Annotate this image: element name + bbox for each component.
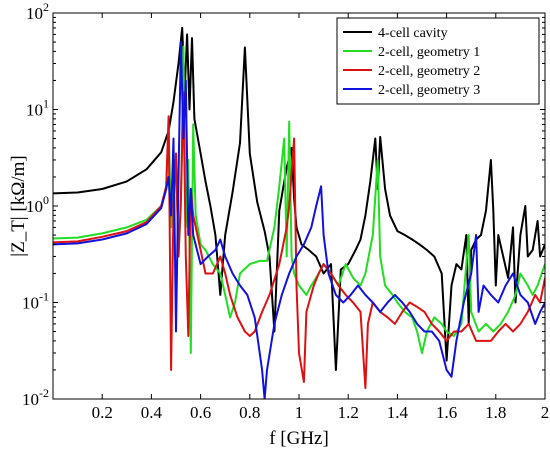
x-tick-label: 1.4 <box>387 403 409 422</box>
x-tick-label: 0.2 <box>92 403 113 422</box>
y-tick-label: 101 <box>26 97 49 120</box>
x-tick-label: 0.4 <box>141 403 163 422</box>
x-axis-label: f [GHz] <box>269 428 329 449</box>
x-tick-label: 1.8 <box>485 403 506 422</box>
x-tick-label: 1 <box>295 403 304 422</box>
legend-label-4: 2-cell, geometry 3 <box>378 83 480 98</box>
x-tick-label: 0.8 <box>239 403 260 422</box>
legend: 4-cell cavity 2-cell, geometry 1 2-cell, g… <box>336 17 540 105</box>
y-tick-label: 10-2 <box>22 386 49 409</box>
legend-label-2: 2-cell, geometry 1 <box>378 45 480 60</box>
x-tick-label: 2 <box>541 403 550 422</box>
series-line-4 <box>53 41 545 399</box>
x-tick-label: 0.6 <box>190 403 211 422</box>
series-line-1 <box>53 26 545 371</box>
y-tick-label: 102 <box>26 0 49 23</box>
y-axis-label: |Z_T| [kΩ/m] <box>8 155 29 256</box>
y-tick-label: 10-1 <box>22 290 49 313</box>
legend-label-1: 4-cell cavity <box>378 26 448 41</box>
x-tick-label: 1.2 <box>338 403 359 422</box>
x-tick-label: 1.6 <box>436 403 457 422</box>
series-line-3 <box>53 91 545 389</box>
y-tick-label: 100 <box>26 193 49 216</box>
series-layer <box>53 26 545 399</box>
legend-label-3: 2-cell, geometry 2 <box>378 64 480 79</box>
tick-layer: 0.2 0.4 0.6 0.8 1 1.2 1.4 1.6 1.8 2 10-2 10-1 100 101… <box>22 0 549 422</box>
